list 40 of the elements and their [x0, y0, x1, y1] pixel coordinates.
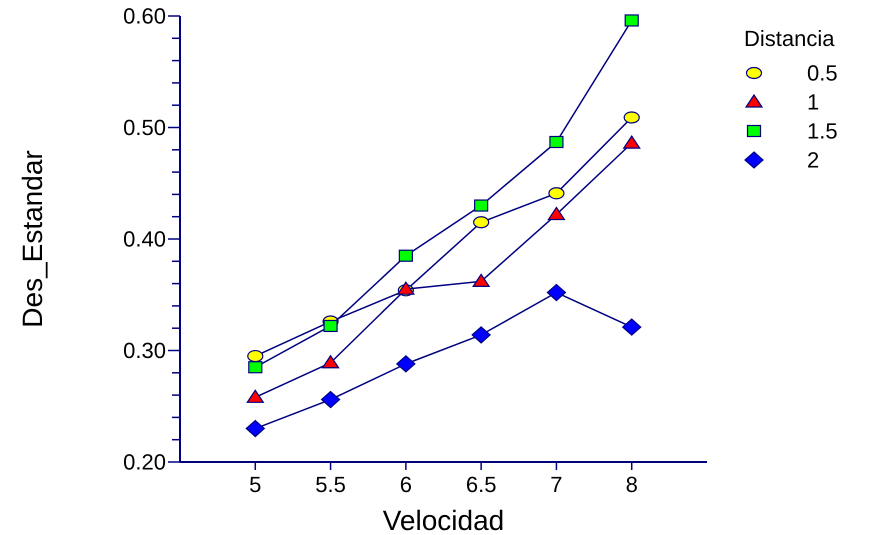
point: [472, 274, 490, 287]
legend-label: 1: [807, 90, 820, 115]
legend-label: 0.5: [807, 60, 838, 86]
x-tick-label: 6: [400, 472, 412, 497]
y-tick-label: 0.40: [123, 226, 166, 252]
y-tick-label: 0.50: [123, 115, 166, 140]
point: [247, 350, 264, 362]
point: [246, 420, 265, 438]
point: [397, 282, 414, 295]
x-tick-label: 8: [626, 472, 638, 497]
point: [323, 320, 338, 332]
point: [473, 216, 490, 228]
point: [322, 355, 340, 368]
point: [474, 199, 488, 212]
point: [548, 206, 566, 220]
x-tick-label: 7: [550, 472, 563, 497]
point: [396, 355, 416, 372]
y-tick-label: 0.60: [123, 4, 166, 29]
point: [398, 250, 413, 262]
point: [320, 390, 340, 408]
x-tick-label: 6.5: [466, 472, 496, 497]
y-tick-label: 0.20: [123, 450, 166, 475]
x-axis-title: Velocidad: [382, 505, 504, 535]
point: [248, 361, 262, 374]
x-tick-label: 5.5: [315, 472, 346, 497]
legend-title: Distancia: [744, 26, 836, 51]
point: [549, 136, 564, 148]
x-tick-label: 5: [249, 472, 262, 497]
legend-label: 2: [807, 148, 820, 173]
y-axis-title: Des_Estandar: [17, 150, 48, 328]
point: [246, 390, 264, 403]
point: [472, 326, 491, 344]
point: [548, 187, 565, 200]
y-tick-label: 0.30: [123, 338, 166, 364]
point: [624, 111, 640, 124]
point: [546, 284, 566, 302]
point: [623, 136, 640, 149]
point: [624, 14, 639, 27]
legend-label: 1.5: [807, 118, 838, 144]
point: [622, 318, 642, 336]
